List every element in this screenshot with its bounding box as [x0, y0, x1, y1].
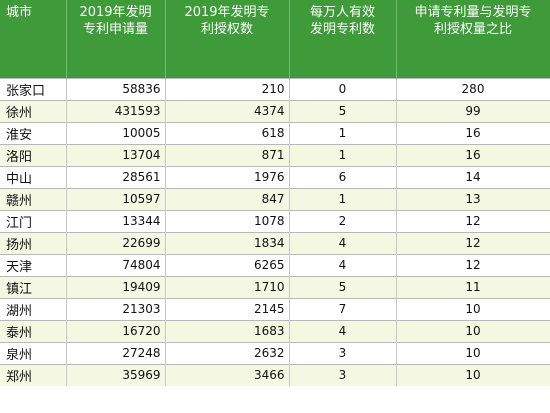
- table-cell-per10k: 5: [289, 99, 397, 122]
- header-apply-grant-ratio: 申请专利量与发明专 利授权量之比: [396, 0, 550, 78]
- table-cell-city: 郑州: [0, 363, 67, 386]
- table-cell-grant: 847: [165, 187, 290, 210]
- table-cell-per10k: 4: [289, 319, 397, 342]
- table-cell-city: 扬州: [0, 231, 67, 254]
- table-row: 镇江 19409 1710 5 11: [0, 275, 550, 298]
- table-row: 中山 28561 1976 6 14: [0, 165, 550, 188]
- header-city: 城市: [0, 0, 67, 78]
- table-cell-city: 镇江: [0, 275, 67, 298]
- table-header-row: 城市 2019年发明 专利申请量 2019年发明专 利授权数 每万人有效 发明专利数 …: [0, 0, 550, 78]
- table-cell-grant: 1710: [165, 275, 290, 298]
- table-row: 泰州 16720 1683 4 10: [0, 319, 550, 342]
- table-row: 徐州 431593 4374 5 99: [0, 99, 550, 122]
- table-cell-city: 湖州: [0, 297, 67, 320]
- table-cell-city: 张家口: [0, 77, 67, 100]
- table-cell-grant: 3466: [165, 363, 290, 386]
- table-cell-grant: 6265: [165, 253, 290, 276]
- table-row: 湖州 21303 2145 7 10: [0, 297, 550, 320]
- table-row: 赣州 10597 847 1 13: [0, 187, 550, 210]
- table-cell-ratio: 13: [396, 187, 550, 210]
- table-cell-grant: 1078: [165, 209, 290, 232]
- table-cell-ratio: 280: [396, 77, 550, 100]
- table-cell-apply: 13344: [66, 209, 166, 232]
- table-cell-city: 洛阳: [0, 143, 67, 166]
- table-cell-ratio: 12: [396, 209, 550, 232]
- table-cell-ratio: 12: [396, 253, 550, 276]
- table-cell-ratio: 10: [396, 297, 550, 320]
- table-cell-apply: 10597: [66, 187, 166, 210]
- header-per10k-patents: 每万人有效 发明专利数: [289, 0, 397, 78]
- table-cell-city: 泰州: [0, 319, 67, 342]
- table-cell-apply: 10005: [66, 121, 166, 144]
- table-cell-ratio: 99: [396, 99, 550, 122]
- table-cell-grant: 871: [165, 143, 290, 166]
- table-cell-ratio: 11: [396, 275, 550, 298]
- header-grant-count: 2019年发明专 利授权数: [165, 0, 290, 78]
- table-cell-ratio: 10: [396, 319, 550, 342]
- patent-data-table: 城市 2019年发明 专利申请量 2019年发明专 利授权数 每万人有效 发明专利数 …: [0, 0, 550, 386]
- table-row: 洛阳 13704 871 1 16: [0, 143, 550, 166]
- table-row: 天津 74804 6265 4 12: [0, 253, 550, 276]
- table-cell-grant: 4374: [165, 99, 290, 122]
- table-cell-city: 中山: [0, 165, 67, 188]
- table-cell-per10k: 2: [289, 209, 397, 232]
- table-cell-apply: 21303: [66, 297, 166, 320]
- table-cell-apply: 13704: [66, 143, 166, 166]
- table-body: 张家口 58836 210 0 280 徐州 431593 4374 5 99 淮安 10005 618…: [0, 77, 550, 386]
- table-row: 泉州 27248 2632 3 10: [0, 341, 550, 364]
- table-row: 江门 13344 1078 2 12: [0, 209, 550, 232]
- header-apply-count: 2019年发明 专利申请量: [66, 0, 166, 78]
- table-cell-city: 徐州: [0, 99, 67, 122]
- table-cell-grant: 1976: [165, 165, 290, 188]
- table-cell-ratio: 16: [396, 121, 550, 144]
- table-cell-per10k: 1: [289, 187, 397, 210]
- table-cell-ratio: 10: [396, 341, 550, 364]
- table-cell-apply: 28561: [66, 165, 166, 188]
- table-cell-per10k: 7: [289, 297, 397, 320]
- table-cell-apply: 19409: [66, 275, 166, 298]
- table-cell-apply: 35969: [66, 363, 166, 386]
- table-cell-city: 赣州: [0, 187, 67, 210]
- table-cell-ratio: 10: [396, 363, 550, 386]
- table-cell-grant: 1834: [165, 231, 290, 254]
- table-cell-per10k: 1: [289, 143, 397, 166]
- table-cell-per10k: 6: [289, 165, 397, 188]
- table-cell-apply: 16720: [66, 319, 166, 342]
- table-cell-apply: 74804: [66, 253, 166, 276]
- table-cell-city: 天津: [0, 253, 67, 276]
- table-cell-per10k: 1: [289, 121, 397, 144]
- table-cell-per10k: 5: [289, 275, 397, 298]
- table-cell-ratio: 14: [396, 165, 550, 188]
- table-cell-per10k: 3: [289, 341, 397, 364]
- table-cell-ratio: 16: [396, 143, 550, 166]
- table-cell-per10k: 0: [289, 77, 397, 100]
- table-cell-grant: 210: [165, 77, 290, 100]
- table-cell-grant: 618: [165, 121, 290, 144]
- table-cell-per10k: 4: [289, 231, 397, 254]
- table-row: 郑州 35969 3466 3 10: [0, 363, 550, 386]
- table-cell-grant: 2145: [165, 297, 290, 320]
- table-cell-ratio: 12: [396, 231, 550, 254]
- table-cell-apply: 58836: [66, 77, 166, 100]
- table-cell-apply: 431593: [66, 99, 166, 122]
- table-cell-grant: 2632: [165, 341, 290, 364]
- table-cell-city: 江门: [0, 209, 67, 232]
- table-row: 扬州 22699 1834 4 12: [0, 231, 550, 254]
- table-cell-grant: 1683: [165, 319, 290, 342]
- table-cell-city: 淮安: [0, 121, 67, 144]
- table-cell-per10k: 4: [289, 253, 397, 276]
- table-cell-per10k: 3: [289, 363, 397, 386]
- table-row: 淮安 10005 618 1 16: [0, 121, 550, 144]
- table-cell-city: 泉州: [0, 341, 67, 364]
- table-cell-apply: 27248: [66, 341, 166, 364]
- table-cell-apply: 22699: [66, 231, 166, 254]
- table-row: 张家口 58836 210 0 280: [0, 77, 550, 100]
